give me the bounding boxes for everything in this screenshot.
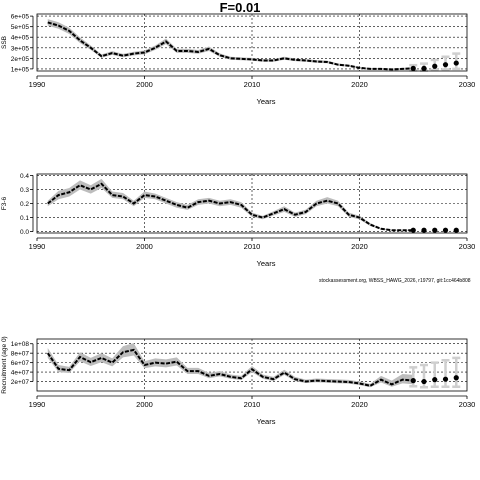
projection-point <box>421 378 427 385</box>
chart-panel-3: 1990 2000 2010 2020 2030 Years 2e+07 4e+07 6e+07… <box>1 336 475 426</box>
projection-point <box>432 377 438 383</box>
x-tick-label: 2030 <box>459 242 476 251</box>
projection-point <box>432 63 438 69</box>
plot-frame <box>36 13 468 72</box>
y-tick-label: 1e+08 <box>11 341 30 348</box>
y-tick-label: 4e+05 <box>11 35 30 42</box>
projection-point <box>442 62 449 68</box>
confidence-band <box>47 343 414 388</box>
y-tick-label: 2e+07 <box>11 379 30 386</box>
y-axis-label: Recruitment (age 0) <box>1 336 8 393</box>
y-tick-label: 1e+05 <box>11 66 30 73</box>
projection-point <box>410 65 416 71</box>
x-tick-label: 1990 <box>29 80 46 89</box>
x-tick-label: 2000 <box>136 242 153 251</box>
x-axis-label: Years <box>257 417 276 426</box>
projection-point <box>442 227 449 233</box>
plot-frame <box>36 338 468 392</box>
projection-point <box>421 65 427 71</box>
x-tick-label: 2020 <box>351 400 368 409</box>
x-tick-label: 1990 <box>29 400 46 409</box>
projection-point <box>421 227 427 233</box>
x-axis-label: Years <box>257 259 276 268</box>
y-tick-label: 0.1 <box>20 215 29 222</box>
plot-frame <box>36 173 468 234</box>
figure-title: F=0.01 <box>219 0 261 15</box>
chart-panel-1: 1990 2000 2010 2020 2030 Years 1e+05 2e+05 3e+05… <box>1 13 476 106</box>
y-tick-label: 6e+05 <box>11 14 30 21</box>
projection-point <box>410 378 416 384</box>
y-tick-label: 6e+07 <box>11 360 30 367</box>
y-tick-label: 3e+05 <box>11 45 30 52</box>
y-tick-label: 0.4 <box>20 173 29 180</box>
y-tick-label: 4e+07 <box>11 370 30 377</box>
x-tick-label: 2010 <box>244 80 261 89</box>
x-tick-label: 2000 <box>136 400 153 409</box>
projection-point <box>453 60 459 66</box>
y-tick-label: 0.2 <box>20 201 29 208</box>
y-tick-label: 0.3 <box>20 187 29 194</box>
series-line <box>47 182 414 232</box>
x-tick-label: 2030 <box>459 400 476 409</box>
x-tick-label: 1990 <box>29 242 46 251</box>
projection-point <box>442 376 449 382</box>
x-axis-label: Years <box>257 97 276 106</box>
x-tick-label: 2030 <box>459 80 476 89</box>
y-tick-label: 5e+05 <box>11 24 30 31</box>
x-tick-label: 2020 <box>351 80 368 89</box>
credit-text: stockassessment.org, WBSS_HAWG_2026, r19… <box>319 278 471 284</box>
x-tick-label: 2020 <box>351 242 368 251</box>
projection-point <box>432 227 438 233</box>
series-line <box>47 21 414 71</box>
y-tick-label: 8e+07 <box>11 351 30 358</box>
chart-panel-2: 1990 2000 2010 2020 2030 Years 0.0 0.1 0.2 0.3 0.4… <box>1 173 475 268</box>
y-tick-label: 0.0 <box>20 229 29 236</box>
x-tick-label: 2010 <box>244 400 261 409</box>
x-tick-label: 2000 <box>136 80 153 89</box>
series-line <box>46 348 414 387</box>
projection-point <box>410 227 416 233</box>
y-tick-label: 2e+05 <box>11 56 30 63</box>
confidence-band <box>47 178 414 231</box>
projection-point <box>453 227 459 233</box>
y-axis-label: F3-6 <box>1 196 8 210</box>
y-axis-label: SSB <box>1 36 8 49</box>
x-tick-label: 2010 <box>244 242 261 251</box>
projection-point <box>453 375 459 381</box>
